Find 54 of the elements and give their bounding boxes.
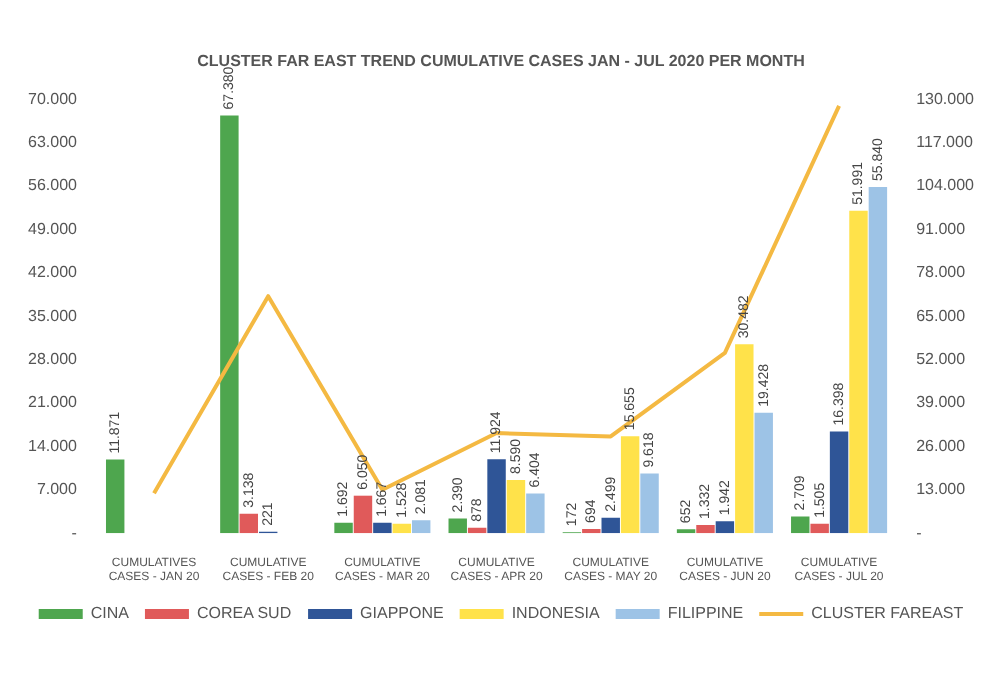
- legend-label: FILIPPINE: [667, 604, 744, 623]
- y-tick-label: 70.000: [28, 89, 79, 108]
- legend-label: INDONESIA: [511, 604, 601, 623]
- legend-label: COREA SUD: [196, 604, 292, 623]
- bar: [526, 493, 545, 534]
- bar: [696, 524, 715, 534]
- bar: [105, 459, 125, 534]
- bar: [754, 412, 773, 534]
- y-tick-label: 63.000: [28, 133, 79, 152]
- y-tick-label: -: [71, 523, 78, 542]
- bar: [239, 513, 259, 534]
- legend-label: CLUSTER FAREAST: [811, 604, 964, 623]
- bar: [640, 473, 659, 534]
- bar: [220, 115, 239, 534]
- bar: [620, 436, 640, 534]
- y2-tick-label: -: [916, 523, 923, 542]
- y2-tick-label: 13.000: [916, 480, 967, 499]
- y-tick-label: 42.000: [28, 263, 79, 282]
- y2-tick-label: 91.000: [916, 219, 967, 238]
- bar: [810, 523, 829, 534]
- y-tick-label: 56.000: [28, 176, 79, 195]
- y2-tick-label: 130.000: [916, 89, 976, 108]
- bar: [715, 521, 735, 534]
- bar: [467, 527, 487, 534]
- y2-tick-label: 52.000: [916, 350, 967, 369]
- bar: [868, 186, 888, 534]
- bar: [735, 344, 754, 534]
- bar: [829, 431, 849, 534]
- bar: [353, 495, 373, 534]
- legend-label: CINA: [90, 604, 131, 623]
- y2-tick-label: 26.000: [916, 436, 967, 455]
- bar: [373, 522, 392, 534]
- bar: [849, 210, 868, 534]
- y2-tick-label: 39.000: [916, 393, 967, 412]
- y-tick-label: 14.000: [28, 436, 79, 455]
- bar: [487, 459, 506, 534]
- y-tick-label: 35.000: [28, 306, 79, 325]
- y-tick-label: 49.000: [28, 219, 79, 238]
- y-tick-label: 21.000: [28, 393, 79, 412]
- bar: [448, 518, 467, 534]
- bar: [506, 479, 526, 534]
- y2-tick-label: 78.000: [916, 263, 967, 282]
- bar: [601, 517, 620, 534]
- y2-tick-label: 65.000: [916, 306, 967, 325]
- bar: [791, 516, 810, 534]
- bar: [334, 522, 353, 534]
- bar: [411, 520, 431, 534]
- y2-tick-label: 104.000: [916, 176, 976, 195]
- bar: [582, 528, 601, 534]
- y2-tick-label: 117.000: [916, 133, 974, 152]
- y-tick-label: 28.000: [28, 350, 79, 369]
- legend-label: GIAPPONE: [360, 604, 444, 623]
- y-tick-label: 7.000: [36, 480, 79, 499]
- bar: [392, 523, 412, 534]
